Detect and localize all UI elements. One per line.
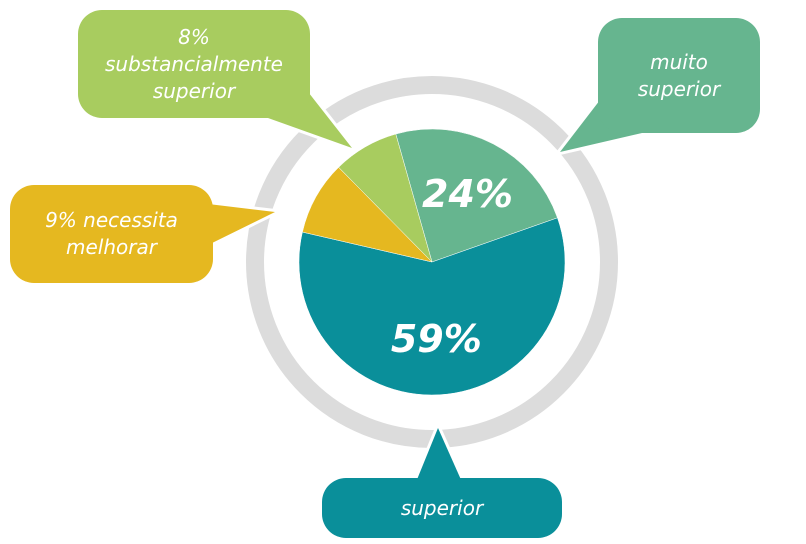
callout: 8% substancialmente superior [78, 10, 310, 118]
slice-label: 59% [390, 317, 482, 362]
callout-tail-fill [560, 100, 642, 152]
callout-tail-fill [416, 428, 462, 482]
callout-text: muito superior [610, 49, 748, 103]
value-label: 9% [45, 208, 77, 232]
pie-slice [338, 133, 433, 263]
category-label: muito superior [637, 49, 721, 101]
pie-slice [395, 128, 558, 263]
callout: superior [322, 478, 562, 538]
callout-text: 8% substancialmente superior [90, 24, 298, 105]
callout-text: superior [401, 495, 483, 522]
category-label: superior [400, 495, 484, 520]
value-label: 8% [178, 24, 210, 49]
callout-text: 9% necessita melhorar [22, 207, 201, 261]
callout: muito superior [598, 18, 760, 133]
category-label: substancialmente superior [105, 51, 283, 103]
callout: 9% necessita melhorar [10, 185, 213, 283]
pie-slice [298, 217, 566, 396]
slice-label: 24% [422, 171, 513, 216]
category-label: necessita melhorar [66, 208, 178, 259]
callout-tail-fill [200, 203, 275, 245]
